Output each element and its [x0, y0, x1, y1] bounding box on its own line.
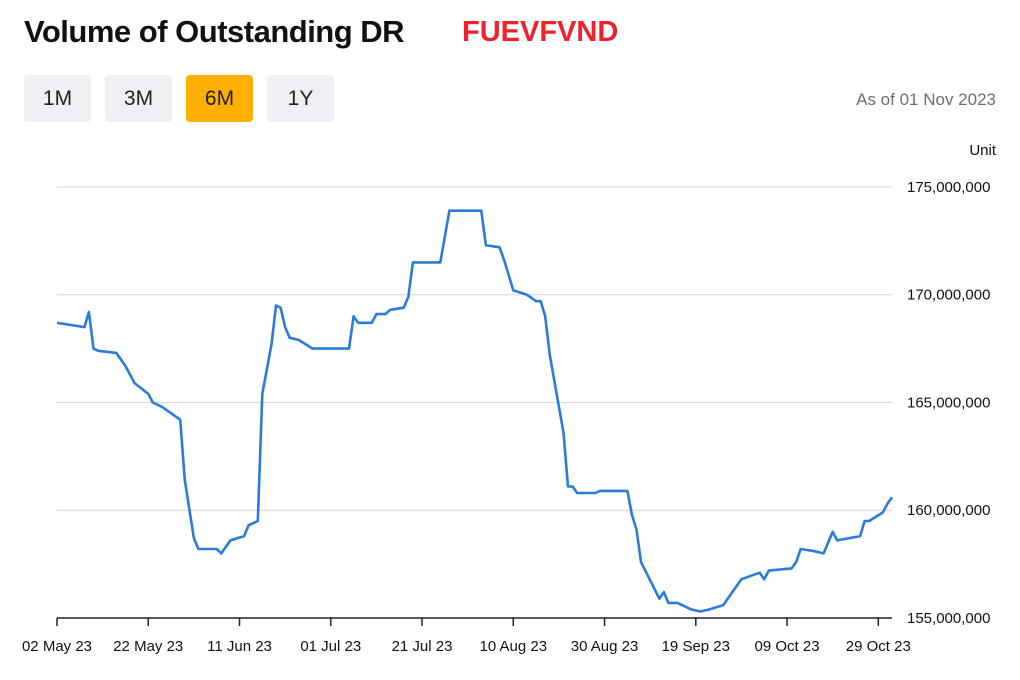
data-line — [56, 209, 894, 613]
y-tick-label: 155,000,000 — [907, 610, 990, 627]
x-tick-label: 09 Oct 23 — [755, 638, 820, 655]
x-tick-label: 30 Aug 23 — [571, 638, 639, 655]
ticker-code: FUEVFVND — [462, 16, 619, 48]
range-button[interactable]: 1M — [24, 75, 91, 122]
x-tick-label: 11 Jun 23 — [207, 638, 272, 655]
x-tick-label: 19 Sep 23 — [662, 638, 730, 655]
y-tick-label: 170,000,000 — [907, 287, 990, 304]
unit-label: Unit — [969, 142, 997, 159]
page-title: Volume of Outstanding DR — [24, 14, 405, 49]
x-tick-label: 29 Oct 23 — [846, 638, 911, 655]
y-tick-label: 160,000,000 — [907, 502, 990, 519]
x-tick-label: 10 Aug 23 — [479, 638, 547, 655]
range-button[interactable]: 3M — [105, 75, 172, 122]
as-of-date: As of 01 Nov 2023 — [856, 90, 996, 109]
y-tick-label: 165,000,000 — [907, 394, 990, 411]
x-tick-label: 01 Jul 23 — [300, 638, 361, 655]
x-tick-label: 21 Jul 23 — [392, 638, 453, 655]
x-tick-label: 22 May 23 — [113, 638, 183, 655]
range-button[interactable]: 1Y — [267, 75, 334, 122]
x-tick-label: 02 May 23 — [22, 638, 92, 655]
y-tick-label: 175,000,000 — [907, 179, 990, 196]
range-button[interactable]: 6M — [186, 75, 253, 122]
